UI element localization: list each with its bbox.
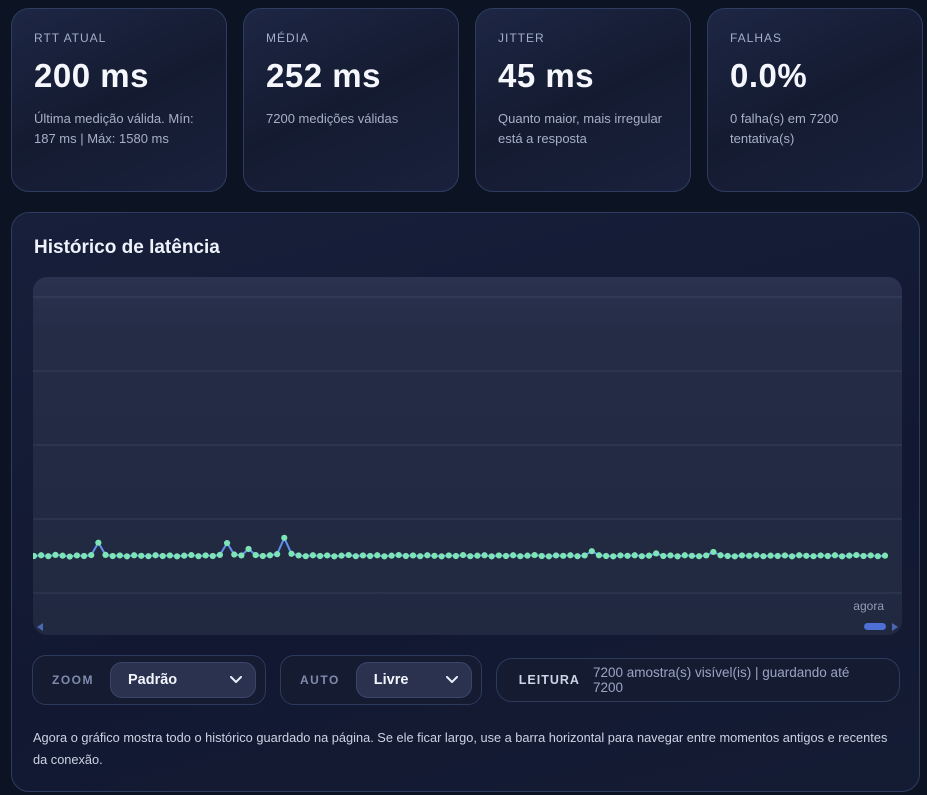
stat-label: MÉDIA (266, 31, 310, 45)
reading-label: LEITURA (518, 673, 580, 687)
stat-value: 45 ms (498, 57, 595, 94)
stat-label: FALHAS (730, 31, 783, 45)
zoom-control: ZOOM Padrão (32, 655, 266, 705)
panel-footnote: Agora o gráfico mostra todo o histórico … (33, 730, 888, 767)
stat-card-falhas: FALHAS 0.0% 0 falha(s) em 7200 tentativa… (707, 8, 923, 192)
stat-card-jitter: JITTER 45 ms Quanto maior, mais irregula… (475, 8, 691, 192)
panel-title: Histórico de latência (34, 237, 220, 258)
stat-card-rtt: RTT ATUAL 200 ms Última medição válida. … (11, 8, 227, 192)
stat-label: JITTER (498, 31, 545, 45)
chart-canvas (33, 296, 902, 594)
stat-description: Última medição válida. Mín: 187 ms | Máx… (34, 111, 194, 147)
stats-row: RTT ATUAL 200 ms Última medição válida. … (11, 8, 927, 192)
auto-control-label: AUTO (300, 673, 340, 687)
scrollbar-thumb[interactable] (864, 623, 886, 630)
latency-history-panel: Histórico de latência agora ZOOM Padrão (11, 212, 920, 792)
stat-value: 200 ms (34, 57, 149, 94)
stat-label: RTT ATUAL (34, 31, 107, 45)
scroll-right-icon[interactable] (892, 623, 898, 631)
stat-card-media: MÉDIA 252 ms 7200 medições válidas (243, 8, 459, 192)
chart-controls-row: ZOOM Padrão AUTO Livre (32, 655, 900, 705)
reading-value: 7200 amostra(s) visível(is) | guardando … (592, 665, 850, 695)
auto-control: AUTO Livre (280, 655, 482, 705)
reading-status: LEITURA 7200 amostra(s) visível(is) | gu… (495, 658, 900, 702)
x-axis-now-label: agora (853, 599, 884, 613)
stat-description: 7200 medições válidas (266, 111, 399, 126)
stat-description: 0 falha(s) em 7200 tentativa(s) (730, 111, 839, 147)
latency-chart: agora (33, 277, 902, 635)
auto-select[interactable]: Livre (355, 662, 472, 698)
stat-description: Quanto maior, mais irregular está a resp… (498, 111, 663, 147)
zoom-select[interactable]: Padrão (110, 662, 256, 698)
chart-horizontal-scrollbar (36, 622, 899, 632)
stat-value: 0.0% (730, 57, 808, 94)
scroll-left-icon[interactable] (37, 623, 43, 631)
zoom-control-label: ZOOM (52, 673, 94, 687)
stat-value: 252 ms (266, 57, 381, 94)
